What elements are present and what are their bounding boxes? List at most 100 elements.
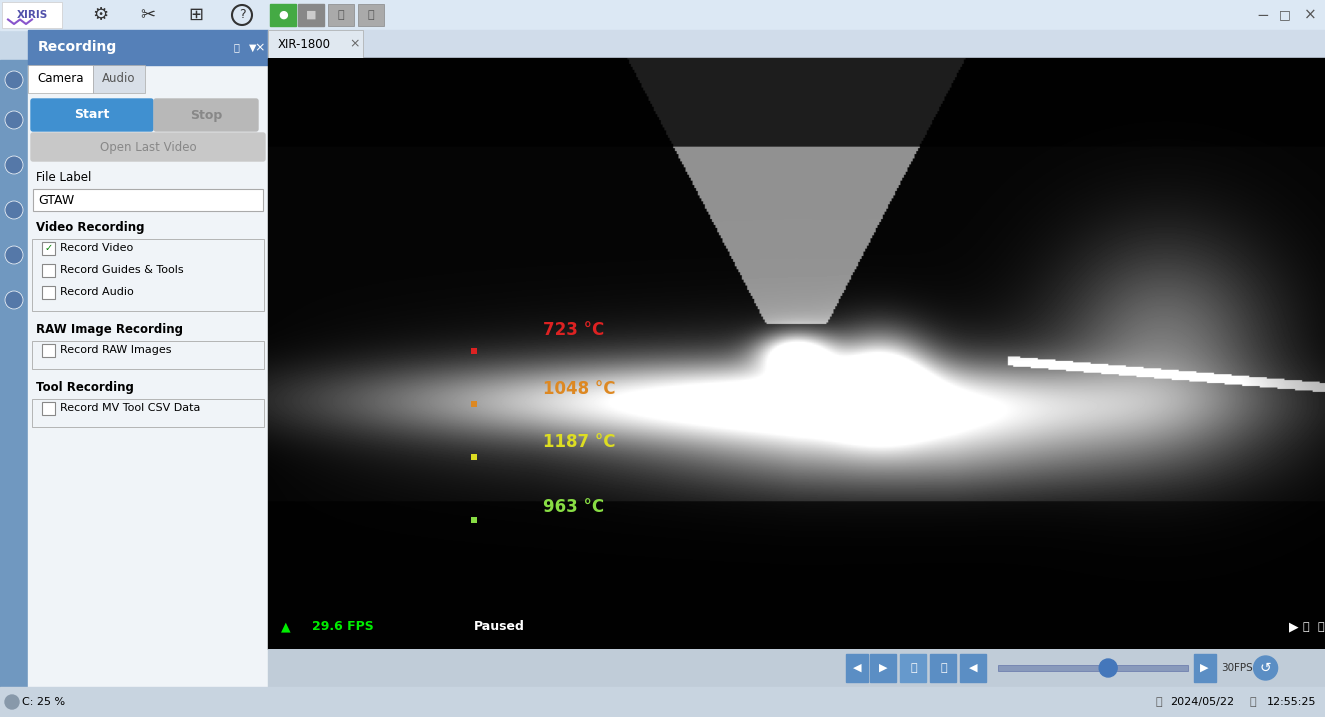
Text: 963 °C: 963 °C [543,498,604,516]
Bar [0,687,1325,717]
Text: ▶: ▶ [880,663,888,673]
Text: Record Video: Record Video [60,243,134,253]
Text: ⏸: ⏸ [910,663,917,673]
Text: Camera: Camera [37,72,83,85]
Bar [42,286,56,299]
Text: RAW Image Recording: RAW Image Recording [36,323,183,336]
Bar [358,4,384,26]
Text: 12:55:25: 12:55:25 [1267,697,1317,707]
Circle shape [5,695,19,709]
Text: 1048 °C: 1048 °C [543,380,615,398]
Text: ×: × [350,37,360,50]
Bar [28,65,268,687]
Text: Recording: Recording [38,40,117,54]
Text: 30: 30 [1222,663,1235,673]
Text: ⛶: ⛶ [1317,622,1324,632]
Text: ✓: ✓ [45,244,53,254]
Text: Stop: Stop [189,108,223,121]
Text: Tool Recording: Tool Recording [36,381,134,394]
Text: ◀: ◀ [970,663,978,673]
Bar [1194,654,1215,682]
Text: Record MV Tool CSV Data: Record MV Tool CSV Data [60,403,200,413]
Text: Record Guides & Tools: Record Guides & Tools [60,265,184,275]
Bar [999,665,1187,671]
Text: 2024/05/22: 2024/05/22 [1170,697,1234,707]
Text: ■: ■ [306,10,317,20]
Text: Start: Start [74,108,110,121]
Circle shape [1100,659,1117,677]
Text: ▼: ▼ [249,42,257,52]
Text: Video Recording: Video Recording [36,221,144,234]
Bar [270,4,295,26]
Text: −: − [1256,7,1269,22]
Text: ×: × [254,41,265,54]
FancyBboxPatch shape [30,133,265,161]
Text: 29.6 FPS: 29.6 FPS [313,620,374,633]
Bar [42,242,56,255]
Bar [33,189,262,211]
Text: Record Audio: Record Audio [60,287,134,297]
FancyBboxPatch shape [154,99,258,131]
Circle shape [5,201,23,219]
Text: 📷: 📷 [338,10,344,20]
Text: ●: ● [278,10,288,20]
Text: □: □ [1279,9,1291,22]
Bar [28,30,268,65]
Circle shape [5,111,23,129]
Text: GTAW: GTAW [38,194,74,206]
Text: 💾: 💾 [367,10,374,20]
Bar [268,649,1325,687]
Text: 1187 °C: 1187 °C [543,433,615,451]
Text: Paused: Paused [474,620,525,633]
Text: Open Last Video: Open Last Video [99,141,196,153]
Text: ✂: ✂ [140,6,155,24]
Text: XIRIS: XIRIS [16,10,48,20]
Text: C: 25 %: C: 25 % [23,697,65,707]
Bar [0,0,1325,30]
Bar [32,399,264,427]
Text: ◀: ◀ [853,663,861,673]
Bar [871,654,897,682]
Circle shape [5,156,23,174]
Circle shape [5,291,23,309]
Text: 🔒: 🔒 [1302,622,1309,632]
Text: ×: × [1304,7,1316,22]
Text: Record RAW Images: Record RAW Images [60,345,171,355]
Text: 📌: 📌 [233,42,238,52]
Circle shape [1253,656,1277,680]
Bar [28,65,93,93]
Text: ▶: ▶ [1200,663,1208,673]
Bar [0,60,28,717]
Bar [42,402,56,415]
Bar [32,341,264,369]
Text: ▲: ▲ [281,620,290,633]
Bar [268,30,1325,58]
Text: ⏹: ⏹ [941,663,947,673]
Bar [268,30,363,58]
Text: ⊞: ⊞ [188,6,204,24]
Bar [930,654,957,682]
Bar [298,4,325,26]
FancyBboxPatch shape [30,99,152,131]
Bar [93,65,144,93]
Text: XIR-1800: XIR-1800 [278,37,331,50]
Text: ⚙: ⚙ [91,6,109,24]
Text: Audio: Audio [102,72,135,85]
Text: ▶: ▶ [1288,620,1298,633]
Circle shape [5,246,23,264]
Bar [847,654,868,682]
Bar [42,264,56,277]
Text: ?: ? [238,9,245,22]
Bar [32,239,264,311]
Bar [901,654,926,682]
Text: File Label: File Label [36,171,91,184]
Bar [329,4,354,26]
Text: FPS: FPS [1234,663,1252,673]
Circle shape [5,71,23,89]
Text: 🕐: 🕐 [1249,697,1256,707]
Bar [3,2,62,28]
Bar [42,344,56,357]
Text: 📅: 📅 [1155,697,1162,707]
Bar [268,58,1325,649]
Bar [961,654,987,682]
